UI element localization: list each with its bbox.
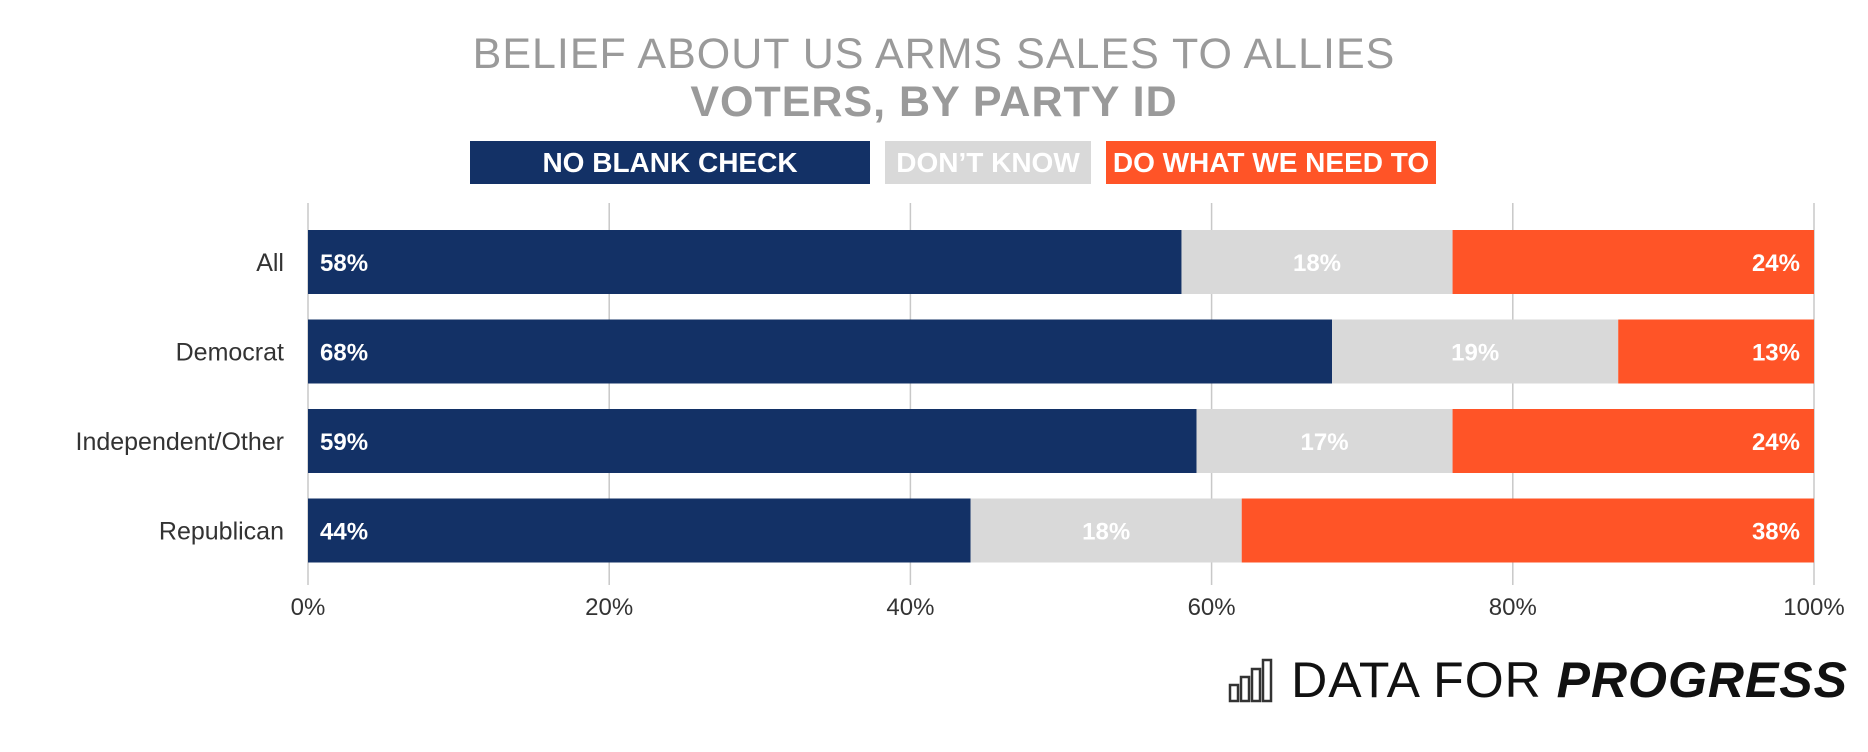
bar-segment	[308, 319, 1333, 384]
data-label: 18%	[1293, 250, 1341, 277]
data-label: 44%	[320, 519, 368, 546]
legend-dont-know: DON’T KNOW	[885, 141, 1091, 184]
bar-segment	[308, 230, 1182, 294]
data-label: 18%	[1082, 519, 1130, 546]
x-tick-label: 40%	[886, 594, 934, 621]
category-label: All	[256, 249, 284, 277]
data-label: 59%	[320, 429, 368, 456]
bar-chart-icon	[1228, 658, 1273, 703]
bar-segment	[1452, 409, 1814, 473]
data-label: 24%	[1752, 429, 1800, 456]
bar-segment	[1181, 230, 1453, 294]
data-label: 68%	[320, 340, 368, 367]
data-label: 24%	[1752, 250, 1800, 277]
bar-segment	[1196, 409, 1453, 473]
legend-do-what-we-need-to: DO WHAT WE NEED TO	[1106, 141, 1436, 184]
bar-segment	[308, 498, 971, 563]
category-label: Republican	[159, 518, 284, 546]
brand-name-bold: PROGRESS	[1556, 652, 1848, 708]
x-tick-label: 20%	[585, 594, 633, 621]
legend-no-blank-check: NO BLANK CHECK	[470, 141, 870, 184]
bar-segment	[1618, 319, 1814, 384]
bar-segment	[1241, 498, 1814, 563]
brand-name-regular: DATA FOR	[1291, 652, 1557, 708]
category-label: Democrat	[176, 339, 284, 367]
data-label: 13%	[1752, 340, 1800, 367]
data-label: 17%	[1301, 429, 1349, 456]
data-label: 19%	[1451, 340, 1499, 367]
data-label: 58%	[320, 250, 368, 277]
bar-segment	[1452, 230, 1814, 294]
chart-title: BELIEF ABOUT US ARMS SALES TO ALLIES	[472, 30, 1396, 78]
bar-segment	[1332, 319, 1619, 384]
x-tick-label: 60%	[1188, 594, 1236, 621]
category-label: Independent/Other	[76, 428, 285, 456]
bars	[308, 230, 1814, 563]
x-tick-label: 0%	[291, 594, 326, 621]
data-label: 38%	[1752, 519, 1800, 546]
brand-name: DATA FOR PROGRESS	[1291, 651, 1848, 709]
bar-segment	[308, 409, 1197, 473]
chart-subtitle: VOTERS, BY PARTY ID	[690, 78, 1178, 126]
x-tick-label: 100%	[1783, 594, 1844, 621]
bar-segment	[970, 498, 1242, 563]
brand-logo: DATA FOR PROGRESS	[1227, 650, 1848, 710]
x-tick-label: 80%	[1489, 594, 1537, 621]
labels: 0% 20% 40% 60% 80% 100% All 58% 18% 24% Democrat 68…	[76, 249, 1845, 621]
